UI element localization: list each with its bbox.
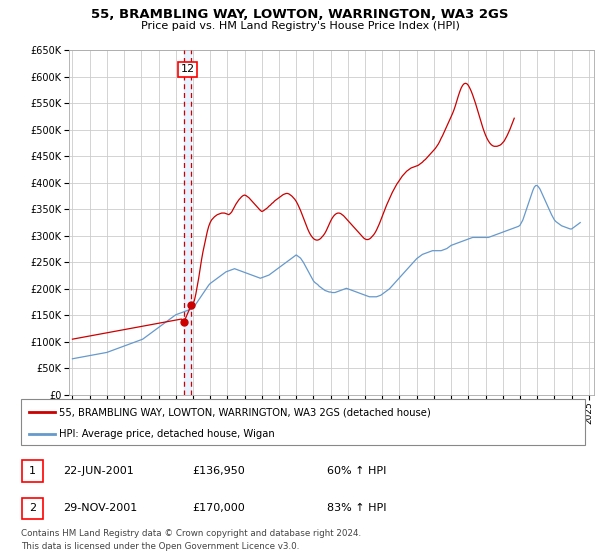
Text: £136,950: £136,950 [192, 466, 245, 476]
Text: 22-JUN-2001: 22-JUN-2001 [63, 466, 134, 476]
Text: 60% ↑ HPI: 60% ↑ HPI [327, 466, 386, 476]
FancyBboxPatch shape [22, 460, 43, 482]
Text: 55, BRAMBLING WAY, LOWTON, WARRINGTON, WA3 2GS: 55, BRAMBLING WAY, LOWTON, WARRINGTON, W… [91, 8, 509, 21]
Text: Contains HM Land Registry data © Crown copyright and database right 2024.
This d: Contains HM Land Registry data © Crown c… [21, 529, 361, 550]
Bar [184, 50, 191, 395]
Text: 55, BRAMBLING WAY, LOWTON, WARRINGTON, WA3 2GS (detached house): 55, BRAMBLING WAY, LOWTON, WARRINGTON, W… [59, 407, 431, 417]
Text: 29-NOV-2001: 29-NOV-2001 [63, 503, 137, 514]
FancyBboxPatch shape [21, 399, 585, 445]
Text: 2: 2 [29, 503, 36, 514]
Text: 83% ↑ HPI: 83% ↑ HPI [327, 503, 386, 514]
FancyBboxPatch shape [22, 498, 43, 519]
Text: 1: 1 [29, 466, 36, 476]
Text: HPI: Average price, detached house, Wigan: HPI: Average price, detached house, Wiga… [59, 429, 275, 438]
Text: 12: 12 [181, 64, 194, 74]
Text: Price paid vs. HM Land Registry's House Price Index (HPI): Price paid vs. HM Land Registry's House … [140, 21, 460, 31]
Text: £170,000: £170,000 [192, 503, 245, 514]
